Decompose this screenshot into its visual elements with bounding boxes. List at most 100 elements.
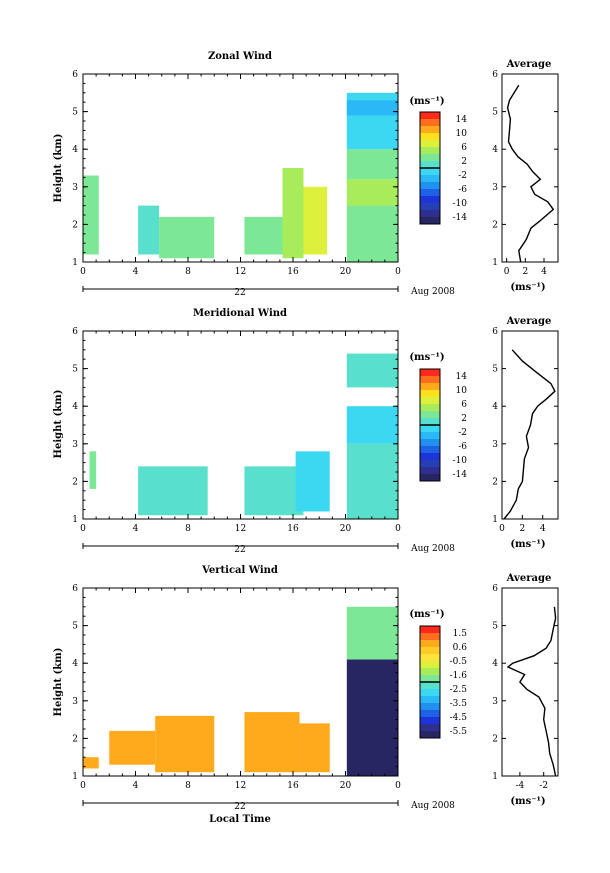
colorbar-swatch	[420, 404, 440, 412]
colorbar-swatch	[420, 717, 440, 725]
colorbar-tick-label: 14	[456, 372, 468, 382]
average-y-tick-label: 2	[492, 220, 498, 230]
heatmap-cell	[346, 100, 398, 116]
x-tick-label: 0	[80, 781, 86, 791]
colorbar-tick-label: -14	[453, 470, 468, 480]
average-y-tick-label: 2	[492, 734, 498, 744]
colorbar-swatch	[420, 453, 440, 461]
average-unit-meridional: (ms⁻¹)	[510, 539, 545, 550]
colorbar-swatch	[420, 675, 440, 683]
average-x-tick-label: 4	[540, 524, 546, 534]
day-label-meridional: 22	[234, 545, 245, 555]
colorbar-swatch	[420, 474, 440, 482]
heatmap-cell	[244, 466, 304, 516]
average-y-tick-label: 4	[492, 402, 498, 412]
colorbar-tick-label: 2	[461, 157, 467, 167]
colorbar-tick-label: -3.5	[450, 699, 468, 709]
colorbar-unit-zonal: (ms⁻¹)	[409, 96, 444, 107]
x-tick-label: 16	[287, 267, 299, 277]
y-tick-label: 6	[72, 70, 78, 80]
x-tick-label: 0	[80, 524, 86, 534]
heatmap-cell	[346, 659, 398, 776]
colorbar-tick-label: 10	[456, 129, 468, 139]
colorbar-swatch	[420, 647, 440, 655]
colorbar-swatch	[420, 668, 440, 676]
heatmap-cell	[109, 730, 156, 765]
average-y-tick-label: 6	[492, 584, 498, 594]
x-tick-label: 12	[235, 524, 246, 534]
y-tick-label: 4	[72, 145, 78, 155]
y-tick-label: 3	[72, 183, 78, 193]
average-y-tick-label: 1	[492, 772, 498, 782]
colorbar-swatch	[420, 661, 440, 669]
average-y-tick-label: 1	[492, 515, 498, 525]
y-axis-label-vertical: Height (km)	[53, 648, 64, 717]
colorbar-swatch	[420, 203, 440, 211]
average-y-tick-label: 5	[492, 108, 498, 118]
x-tick-label: 12	[235, 781, 246, 791]
heatmap-cell	[155, 715, 215, 773]
average-profile-line	[506, 84, 555, 263]
x-tick-label: 16	[287, 781, 299, 791]
colorbar-swatch	[420, 126, 440, 134]
colorbar-swatch	[420, 439, 440, 447]
colorbar-tick-label: -1.6	[450, 671, 468, 681]
y-tick-label: 2	[72, 734, 78, 744]
heatmap-cell	[89, 451, 97, 489]
average-y-tick-label: 5	[492, 622, 498, 632]
colorbar-swatch	[420, 460, 440, 468]
average-frame	[501, 587, 559, 777]
colorbar-swatch	[420, 168, 440, 176]
x-tick-label: 0	[395, 524, 401, 534]
average-y-tick-label: 3	[492, 440, 498, 450]
average-unit-zonal: (ms⁻¹)	[510, 282, 545, 293]
colorbar-tick-label: -2.5	[450, 685, 468, 695]
average-y-tick-label: 5	[492, 365, 498, 375]
colorbar-swatch	[420, 710, 440, 718]
panel-title-meridional: Meridional Wind	[193, 308, 287, 319]
colorbar-tick-label: 6	[461, 400, 467, 410]
x-tick-label: 8	[185, 781, 191, 791]
colorbar-swatch	[420, 189, 440, 197]
average-y-tick-label: 1	[492, 258, 498, 268]
y-tick-label: 2	[72, 220, 78, 230]
x-tick-label: 20	[340, 524, 352, 534]
heatmap-cell	[346, 606, 398, 660]
y-tick-label: 3	[72, 697, 78, 707]
average-frame	[501, 330, 559, 520]
y-tick-label: 4	[72, 402, 78, 412]
heatmap-cell	[346, 205, 398, 262]
colorbar-tick-label: 6	[461, 143, 467, 153]
colorbar-swatch	[420, 112, 440, 120]
colorbar-swatch	[420, 154, 440, 162]
colorbar-swatch	[420, 633, 440, 641]
heatmap-cell	[346, 406, 398, 444]
colorbar-swatch	[420, 418, 440, 426]
colorbar-swatch	[420, 446, 440, 454]
y-tick-label: 5	[72, 622, 78, 632]
heatmap-cell	[138, 205, 160, 255]
y-tick-label: 2	[72, 477, 78, 487]
heatmap-cell	[295, 451, 330, 512]
average-x-tick-label: -4	[515, 781, 524, 791]
y-tick-label: 6	[72, 584, 78, 594]
heatmap-cell	[83, 757, 99, 769]
colorbar-tick-label: -2	[458, 428, 467, 438]
y-tick-label: 1	[72, 258, 78, 268]
heatmap-cell	[346, 353, 398, 388]
colorbar-swatch	[420, 390, 440, 398]
colorbar-swatch	[420, 376, 440, 384]
average-y-tick-label: 6	[492, 70, 498, 80]
y-axis-label-zonal: Height (km)	[53, 134, 64, 203]
colorbar-swatch	[420, 119, 440, 127]
x-axis-label: Local Time	[209, 814, 271, 825]
colorbar-swatch	[420, 147, 440, 155]
heatmap-cell	[138, 466, 208, 516]
colorbar-tick-label: 10	[456, 386, 468, 396]
colorbar-swatch	[420, 397, 440, 405]
colorbar-swatch	[420, 626, 440, 634]
colorbar-swatch	[420, 133, 440, 141]
average-title-vertical: Average	[506, 573, 552, 584]
colorbar-swatch	[420, 640, 440, 648]
